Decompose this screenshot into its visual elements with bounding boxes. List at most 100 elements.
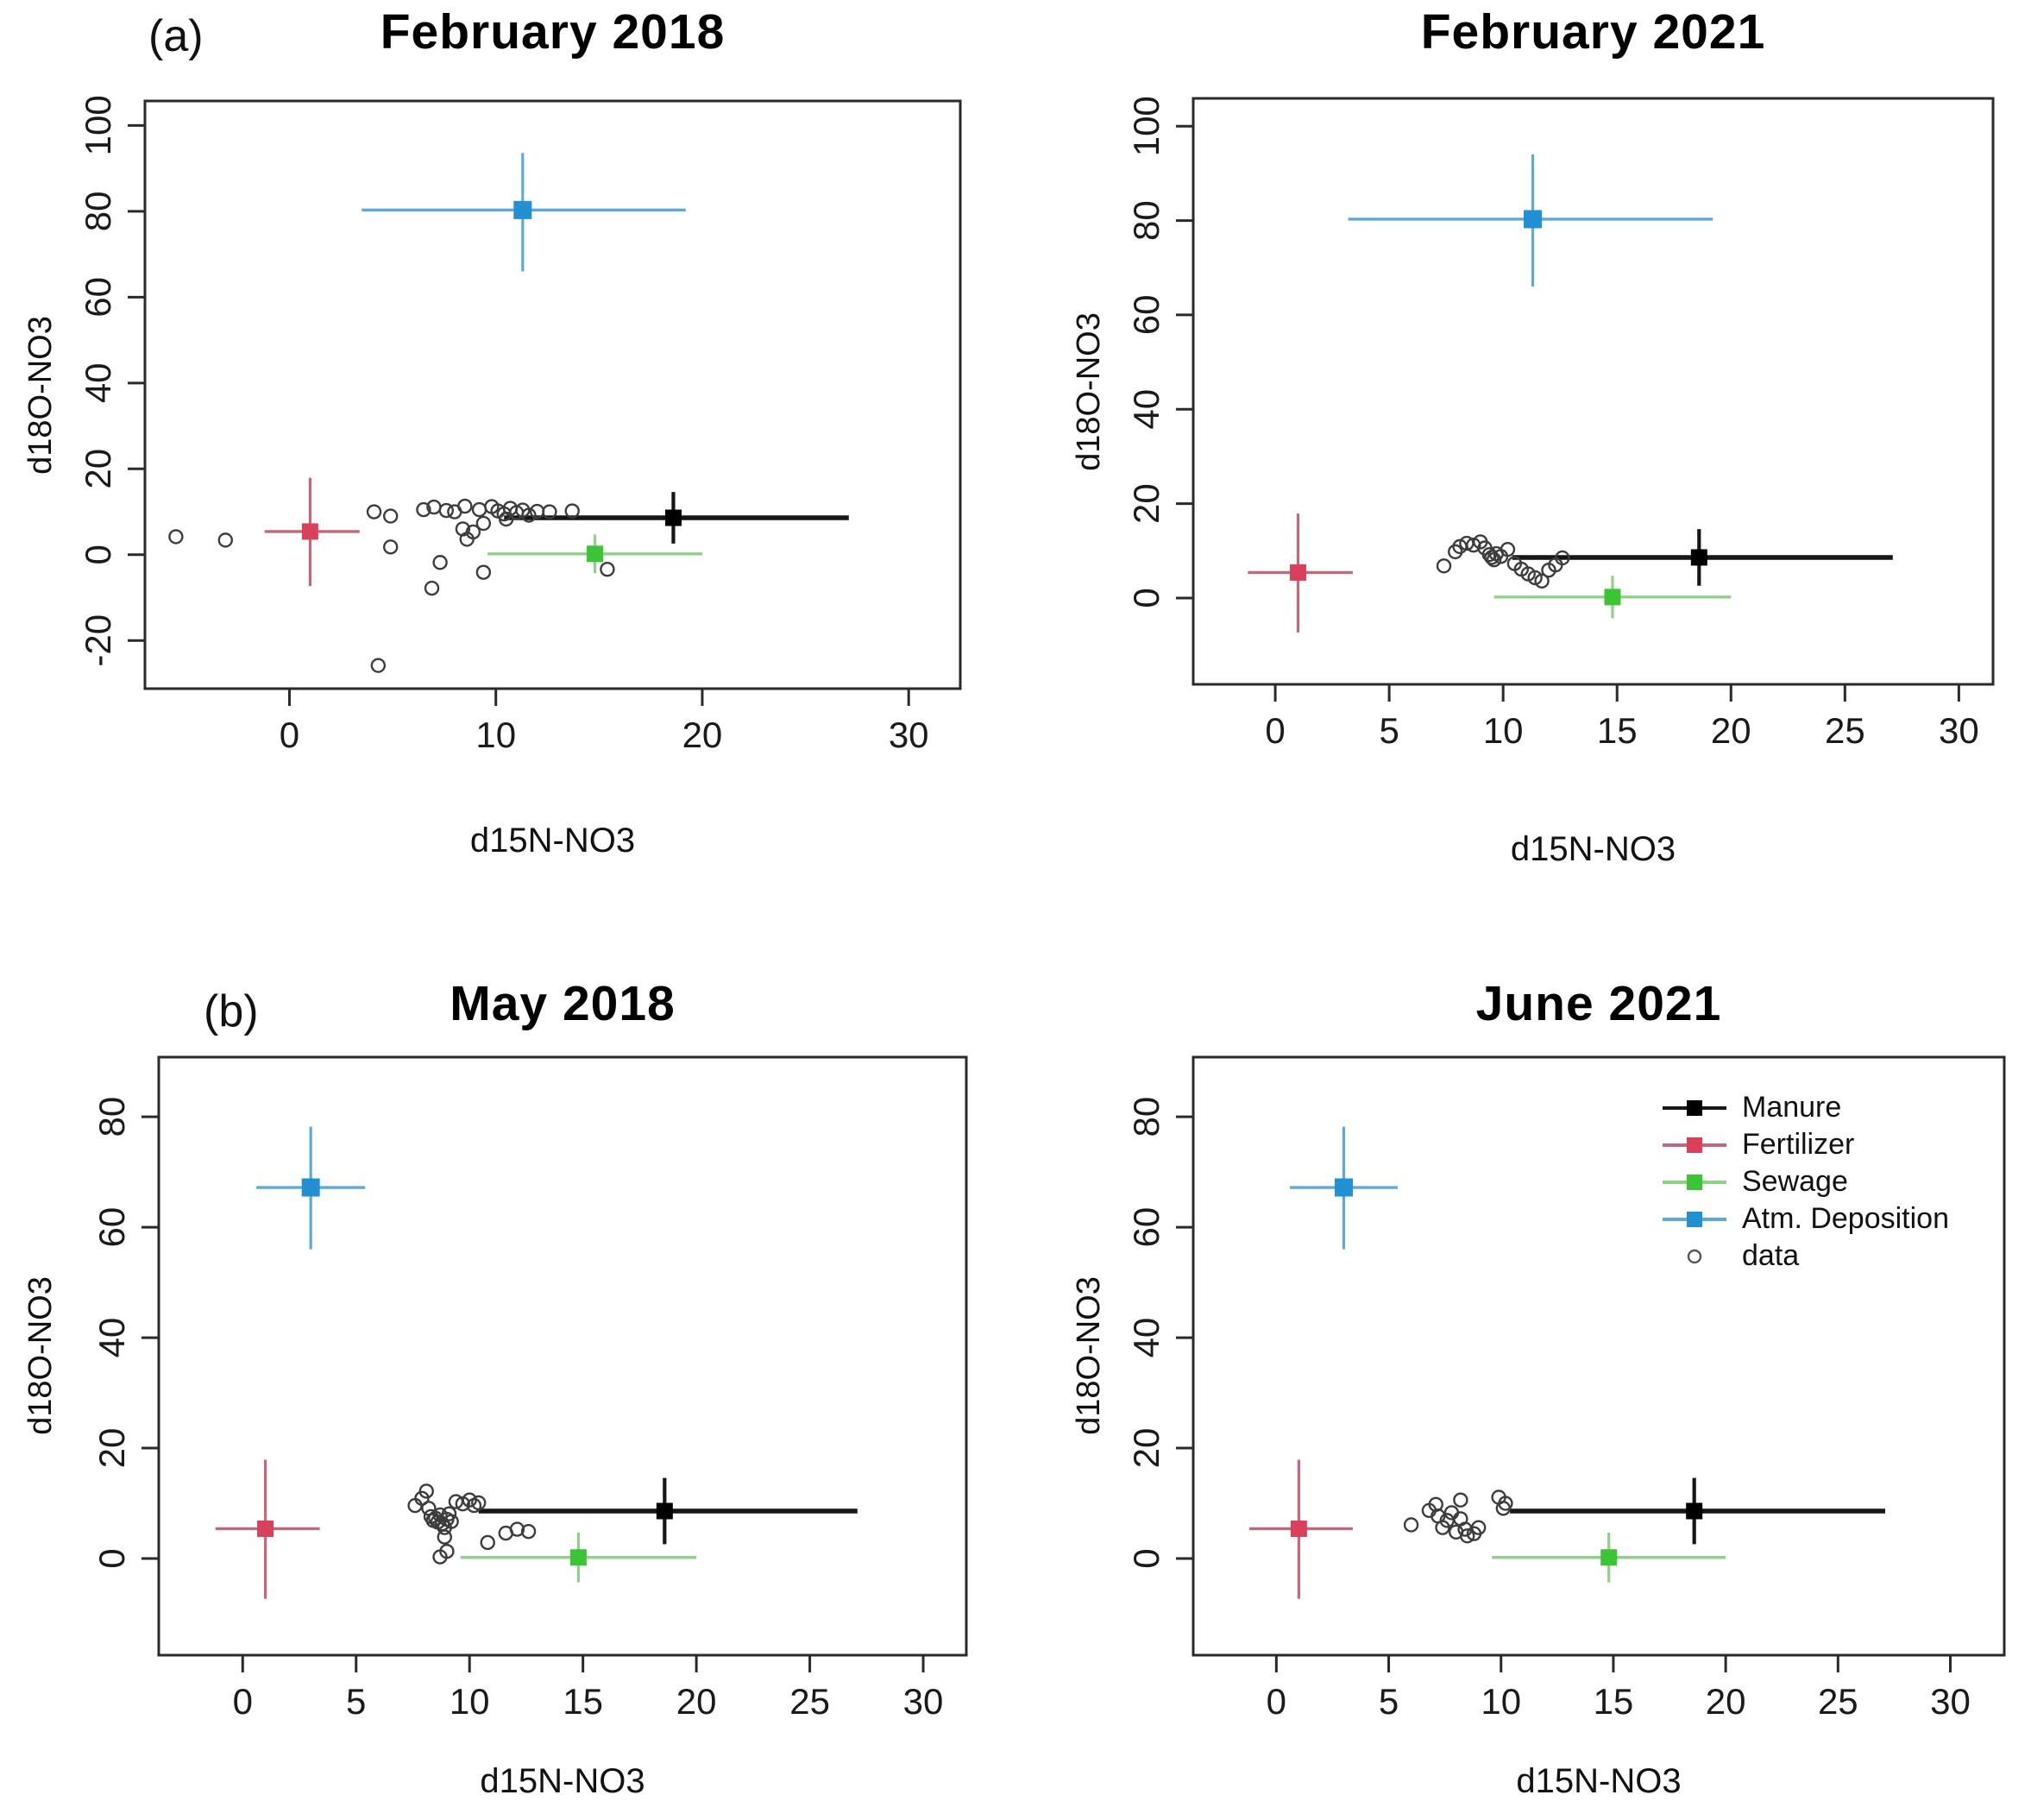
- x-tick-label: 20: [1711, 710, 1751, 751]
- y-tick-label: 60: [1126, 1207, 1166, 1248]
- x-tick-label: 10: [450, 1681, 490, 1722]
- source-sewage: [1492, 1532, 1726, 1583]
- y-tick-label: 100: [78, 95, 118, 155]
- x-tick-label: 25: [789, 1681, 830, 1722]
- source-marker-icon: [1663, 1137, 1726, 1153]
- source-manure: [478, 1477, 858, 1545]
- plot-box: [143, 99, 962, 690]
- source-square-marker: [1290, 1520, 1307, 1537]
- x-tick-label: 15: [1597, 710, 1638, 751]
- legend-item-manure: Manure: [1661, 1089, 1949, 1126]
- y-tick-label: 40: [78, 362, 118, 403]
- panel-february-2021: 0 5 10 15 20 25 30 0 20 40 60 80 100: [1126, 96, 1995, 751]
- y-tick-label: 80: [1126, 1097, 1166, 1137]
- data-point-circle: [437, 1529, 452, 1545]
- x-tick-label: 10: [475, 715, 516, 755]
- data-point-circle: [475, 564, 492, 580]
- source-square-marker: [587, 545, 604, 563]
- legend-label: Atm. Deposition: [1742, 1202, 1949, 1235]
- panel-june-2021: 0 5 10 15 20 25 30 0 20 40 60 80: [1126, 1055, 2006, 1722]
- data-point-circle: [1500, 541, 1516, 557]
- data-point-circle: [418, 1483, 434, 1499]
- source-square-marker: [513, 200, 532, 219]
- x-tick-label: 20: [1706, 1681, 1746, 1722]
- legend-item-atm-deposition: Atm. Deposition: [1661, 1200, 1949, 1237]
- x-tick-label: 0: [280, 715, 299, 755]
- source-sewage: [1493, 576, 1732, 619]
- source-square-marker: [664, 509, 682, 526]
- y-tick-label: 0: [1126, 1548, 1166, 1568]
- data-point-circle: [1484, 550, 1500, 565]
- legend: Manure Fertilizer Sewage Atm. Deposition dat…: [1661, 1089, 1949, 1275]
- source-square-marker: [1524, 210, 1543, 229]
- y-tick-label: 80: [1126, 200, 1166, 241]
- x-tick-label: 20: [676, 1681, 717, 1722]
- x-tick-label: 10: [1481, 1681, 1521, 1722]
- source-square-marker: [301, 1178, 320, 1197]
- title-february-2021: February 2021: [1420, 4, 1766, 60]
- data-point-circle: [564, 503, 580, 519]
- y-tick-label: 80: [91, 1097, 132, 1137]
- legend-label: data: [1742, 1239, 1800, 1272]
- title-may-2018: May 2018: [450, 976, 676, 1031]
- data-point-circle: [416, 501, 431, 518]
- x-tick-label: 10: [1483, 710, 1524, 751]
- x-tick-label: 5: [1379, 710, 1399, 751]
- x-tick-label: 5: [1379, 1681, 1399, 1722]
- plot-box: [157, 1055, 968, 1657]
- data-point-circle: [471, 1495, 487, 1511]
- x-tick-label: 20: [682, 715, 723, 755]
- data-point-circle: [1459, 1528, 1475, 1544]
- data-point-circle: [370, 658, 387, 673]
- ylabel-feb-2021: d18O-NO3: [1071, 312, 1107, 471]
- data-point-circle: [382, 508, 399, 524]
- source-atm-deposition: [362, 153, 686, 272]
- source-fertilizer: [1248, 513, 1353, 633]
- legend-item-fertilizer: Fertilizer: [1661, 1126, 1949, 1163]
- y-tick-label: 40: [1126, 1318, 1166, 1358]
- y-tick-label: 100: [1126, 96, 1166, 156]
- plot-box: [1192, 97, 1995, 686]
- x-tick-label: 30: [1930, 1681, 1971, 1722]
- legend-label: Sewage: [1742, 1165, 1848, 1198]
- legend-label: Manure: [1742, 1091, 1842, 1124]
- x-tick-label: 0: [233, 1681, 253, 1722]
- data-point-circle: [600, 562, 615, 577]
- source-atm-deposition: [1348, 154, 1713, 287]
- data-point-circle: [1453, 1492, 1468, 1508]
- data-circle-icon: [1687, 1249, 1702, 1263]
- data-point-circle: [465, 524, 481, 540]
- data-point-circle: [432, 1549, 448, 1565]
- legend-item-sewage: Sewage: [1661, 1163, 1949, 1200]
- source-square-marker: [1690, 549, 1707, 566]
- source-atm-deposition: [256, 1126, 366, 1250]
- y-tick-label: 20: [1126, 1428, 1166, 1469]
- source-manure: [504, 492, 849, 544]
- legend-item-data: data: [1661, 1237, 1949, 1275]
- data-point-circle: [471, 501, 487, 518]
- x-tick-label: 5: [346, 1681, 366, 1722]
- x-tick-label: 30: [903, 1681, 944, 1722]
- source-square-marker: [257, 1520, 274, 1537]
- source-square-marker: [1604, 589, 1621, 606]
- x-tick-label: 25: [1825, 710, 1865, 751]
- source-manure: [1512, 529, 1893, 586]
- data-point-circle: [366, 504, 382, 520]
- data-point-circle: [438, 502, 454, 519]
- source-sewage: [487, 534, 702, 574]
- source-square-marker: [1334, 1178, 1353, 1197]
- data-point-circle: [520, 1523, 537, 1540]
- source-fertilizer: [215, 1459, 320, 1599]
- data-point-circle: [443, 1514, 459, 1529]
- source-atm-deposition: [1289, 1126, 1398, 1250]
- panel-february-2018: 0 10 20 30 -20 0 20 40 60 80 100: [78, 95, 962, 755]
- source-fertilizer: [1249, 1459, 1353, 1599]
- data-point-circle: [1534, 573, 1550, 589]
- data-point-circle: [521, 507, 537, 523]
- source-sewage: [460, 1532, 697, 1583]
- y-tick-label: 80: [78, 191, 118, 231]
- y-tick-label: 40: [91, 1318, 132, 1358]
- data-point-circle: [1555, 550, 1570, 566]
- panel-a-label: (a): [148, 11, 204, 61]
